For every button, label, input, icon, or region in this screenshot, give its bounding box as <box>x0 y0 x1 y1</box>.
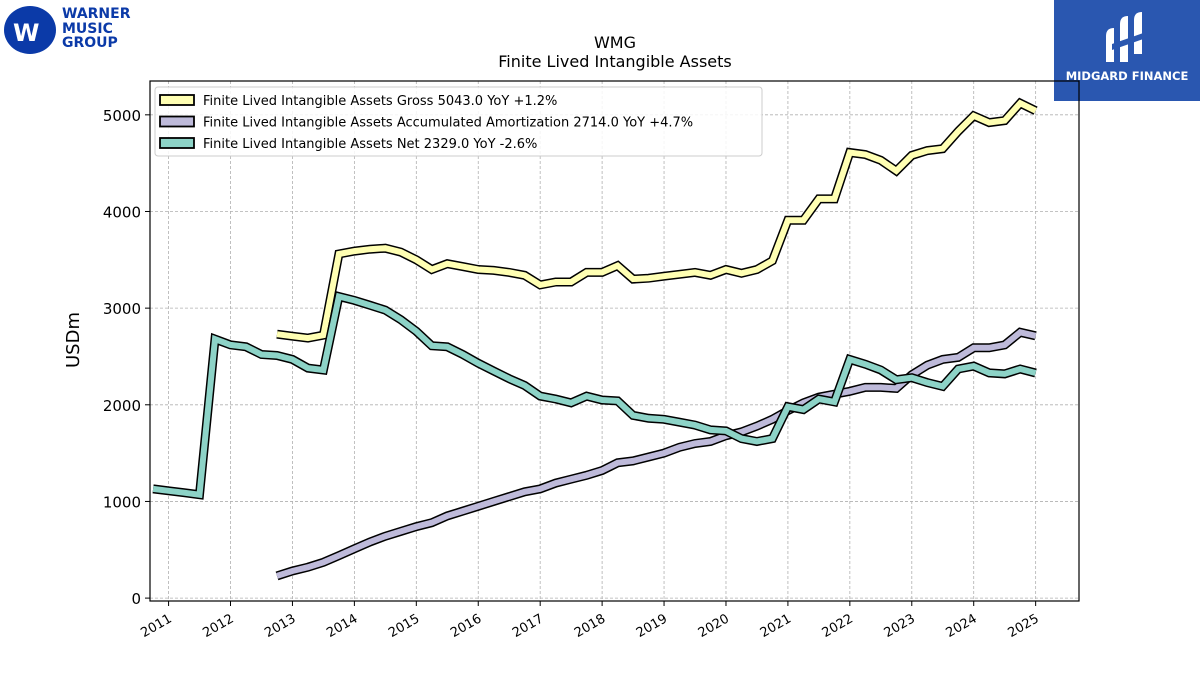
x-tick-label: 2022 <box>820 611 856 641</box>
legend-swatch-2 <box>159 137 195 149</box>
legend-label-0: Finite Lived Intangible Assets Gross 504… <box>203 94 557 109</box>
y-tick-label: 3000 <box>103 300 141 318</box>
chart-title: WMG <box>594 33 636 52</box>
x-tick-label: 2013 <box>262 611 298 641</box>
x-tick-label: 2020 <box>696 611 732 641</box>
legend-box <box>154 86 763 157</box>
x-tick-label: 2015 <box>386 611 422 641</box>
y-axis-label: USDm <box>63 312 84 368</box>
legend-swatch-1 <box>159 115 195 128</box>
x-tick-label: 2016 <box>448 611 484 641</box>
midgard-logo-text: MIDGARD FINANCE <box>1065 69 1189 83</box>
x-tick-label: 2012 <box>200 611 236 641</box>
x-tick-label: 2024 <box>944 611 980 641</box>
x-tick-label: 2023 <box>882 611 918 641</box>
chart-subtitle: Finite Lived Intangible Assets <box>498 52 731 71</box>
legend-label-2: Finite Lived Intangible Assets Net 2329.… <box>203 137 537 152</box>
y-tick-label: 5000 <box>103 107 141 125</box>
midgard-logo-icon <box>1106 12 1146 62</box>
legend-swatch-0 <box>159 94 195 106</box>
legend-label-1: Finite Lived Intangible Assets Accumulat… <box>203 116 693 131</box>
y-tick-label: 0 <box>131 590 141 608</box>
series-line-2 <box>152 292 1037 499</box>
x-tick-label: 2021 <box>758 611 794 641</box>
x-tick-label: 2014 <box>324 611 360 641</box>
y-tick-label: 4000 <box>103 203 141 221</box>
wmg-logo-text: WARNER MUSIC GROUP <box>62 6 131 51</box>
x-tick-label: 2017 <box>510 611 546 641</box>
plot-frame <box>149 80 1080 602</box>
x-tick-label: 2018 <box>572 611 608 641</box>
x-tick-label: 2011 <box>138 611 174 641</box>
y-tick-label: 2000 <box>103 397 141 415</box>
wmg-logo-mark: W <box>4 6 56 54</box>
series-line-0 <box>276 99 1037 342</box>
series-line-1 <box>276 329 1037 579</box>
warner-music-group-logo: W WARNER MUSIC GROUP <box>4 4 144 58</box>
y-tick-label: 1000 <box>103 493 141 511</box>
x-tick-label: 2019 <box>634 611 670 641</box>
x-tick-label: 2025 <box>1005 611 1041 641</box>
midgard-finance-logo: MIDGARD FINANCE <box>1054 0 1200 101</box>
